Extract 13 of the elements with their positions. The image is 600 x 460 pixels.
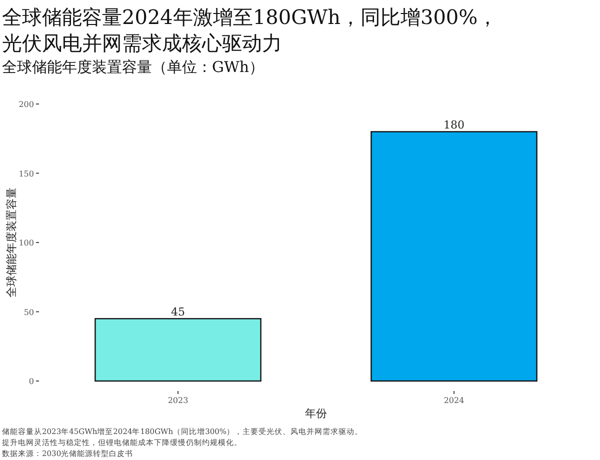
y-tick-label: 150	[18, 169, 34, 178]
data-label: 180	[444, 118, 464, 132]
x-axis-title: 年份	[305, 407, 327, 420]
y-tick-label: 50	[24, 308, 34, 317]
y-tick-label: 200	[18, 100, 34, 109]
data-label: 45	[171, 306, 185, 319]
y-tick-label: 100	[18, 238, 34, 248]
x-tick-label: 2023	[168, 396, 188, 405]
x-tick-label: 2024	[444, 396, 464, 405]
y-axis-title: 全球储能年度装置容量	[5, 188, 18, 298]
chart-subtitle: 全球储能年度装置容量（单位：GWh）	[2, 58, 264, 76]
chart-title: 全球储能容量2024年激增至180GWh，同比增300%，光伏风电并网需求成核心驱动力	[2, 5, 498, 55]
y-tick-label: 0	[28, 377, 34, 386]
